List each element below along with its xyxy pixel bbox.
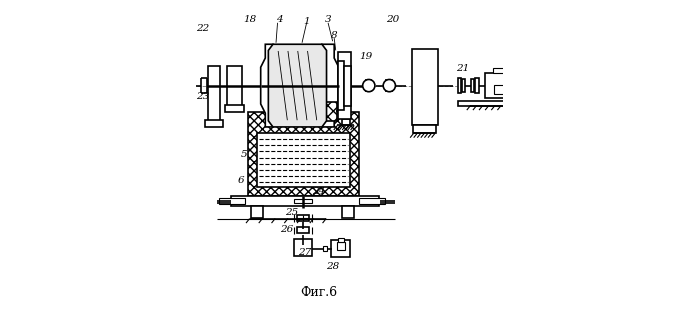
Text: 3: 3 [325, 15, 331, 24]
Bar [257, 133, 350, 187]
Bar [227, 66, 243, 105]
Bar [413, 125, 436, 133]
Bar [208, 66, 219, 121]
Bar [462, 79, 465, 92]
Bar [471, 79, 475, 92]
Bar [338, 238, 344, 242]
Bar [205, 120, 223, 127]
Polygon shape [322, 44, 339, 127]
Text: 19: 19 [360, 52, 373, 61]
Polygon shape [268, 44, 326, 127]
Text: 6: 6 [238, 176, 244, 185]
Bar [331, 240, 350, 257]
Polygon shape [261, 44, 273, 127]
Bar [342, 205, 354, 218]
Bar [458, 78, 461, 93]
Bar [359, 198, 385, 204]
Bar [270, 103, 337, 121]
Text: 18: 18 [243, 15, 257, 24]
Bar [337, 242, 345, 250]
Bar [458, 101, 520, 105]
Bar [294, 239, 312, 256]
Text: 5: 5 [240, 150, 247, 159]
Text: 20: 20 [386, 15, 399, 24]
Text: 22: 22 [196, 24, 210, 33]
Bar [342, 119, 350, 125]
Text: 8: 8 [331, 31, 338, 40]
Text: Фиг.6: Фиг.6 [301, 286, 338, 299]
Text: 1: 1 [303, 17, 310, 26]
Bar [297, 227, 309, 233]
Text: 27: 27 [298, 248, 312, 257]
Bar [248, 112, 359, 196]
Text: 25: 25 [284, 208, 298, 217]
Bar [294, 199, 312, 204]
Bar [493, 68, 505, 73]
Bar [297, 215, 309, 221]
Text: 24: 24 [312, 187, 326, 196]
Bar [251, 205, 263, 218]
Circle shape [383, 79, 396, 92]
Bar [338, 52, 351, 119]
Circle shape [363, 79, 375, 92]
Bar [493, 85, 503, 94]
Text: 28: 28 [326, 262, 339, 271]
Bar [484, 73, 520, 98]
Text: 21: 21 [456, 64, 470, 73]
Bar [345, 66, 351, 105]
Bar [224, 105, 245, 112]
Text: 23: 23 [196, 92, 210, 101]
Bar [323, 246, 327, 251]
Bar [338, 61, 345, 110]
Bar [475, 78, 479, 93]
Bar [219, 198, 245, 204]
Bar [231, 197, 379, 205]
Text: 4: 4 [276, 15, 282, 24]
Bar [412, 49, 438, 125]
Text: 26: 26 [280, 225, 294, 234]
